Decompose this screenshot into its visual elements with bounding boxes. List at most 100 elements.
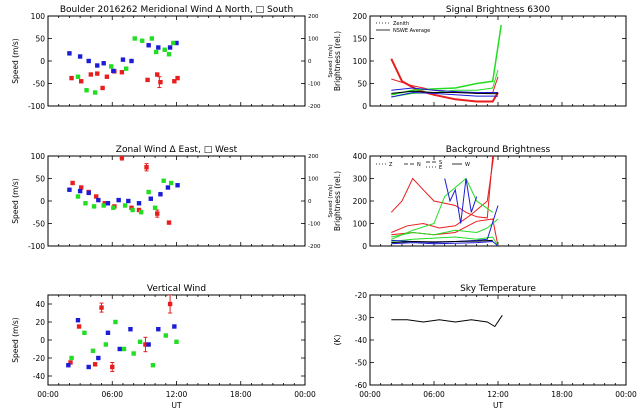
zonal-point-red xyxy=(129,205,134,210)
meridional-point-red xyxy=(145,77,150,83)
vertical-point-red xyxy=(167,301,173,307)
vertical-xtick-label: 12:00 xyxy=(166,390,188,399)
meridional-ytick-label: 0 xyxy=(40,57,45,66)
signal-ytick-label: 150 xyxy=(353,35,368,44)
meridional-point-green xyxy=(171,40,176,46)
vertical-point-red xyxy=(92,362,98,367)
zonal-point-red xyxy=(78,185,84,190)
zonal-point-green xyxy=(122,203,128,208)
meridional-point-red xyxy=(172,79,177,84)
zonal-point-blue xyxy=(165,185,171,190)
zonal-panel: Zonal Wind Δ East, □ West -100 -50 0 50 100 Sp… xyxy=(11,145,334,251)
skytemp-panel: Sky Temperature -60 -50 -40 -30 -20 (K) 00:00 06… xyxy=(333,284,637,410)
vertical-point-green xyxy=(137,339,143,344)
signal-series-blue xyxy=(391,87,498,93)
vertical-point-red xyxy=(76,324,82,329)
meridional-point-green xyxy=(123,66,129,71)
zonal-point-red xyxy=(119,156,125,160)
zonal-point-green xyxy=(161,178,166,183)
background-legend-label: E xyxy=(439,165,442,171)
skytemp-frame xyxy=(369,294,627,386)
background-plot-area xyxy=(390,156,499,246)
signal-title: Signal Brightness 6300 xyxy=(446,5,550,15)
skytemp-xtick-label: 12:00 xyxy=(487,390,509,399)
vertical-point-green xyxy=(103,342,109,347)
zonal-point-green xyxy=(138,210,144,215)
meridional-point-green xyxy=(140,38,145,43)
background-series-black xyxy=(391,239,493,244)
meridional-right-ytick-label: 0 xyxy=(308,59,312,65)
background-ytick-label: 200 xyxy=(353,197,368,206)
meridional-point-green xyxy=(84,88,89,93)
meridional-point-red xyxy=(100,85,105,91)
background-series-blue xyxy=(391,240,499,246)
meridional-point-blue xyxy=(156,45,161,50)
zonal-point-blue xyxy=(126,198,131,204)
meridional-right-ytick-label: -100 xyxy=(308,82,321,88)
zonal-point-red xyxy=(136,207,142,213)
signal-panel: Signal Brightness 6300 0 50 100 150 200 Bright… xyxy=(333,5,627,111)
meridional-point-green xyxy=(153,49,159,55)
meridional-point-blue xyxy=(146,43,151,48)
zonal-ylabel-right: Speed (m/s) xyxy=(328,184,334,217)
zonal-point-red xyxy=(102,201,107,206)
background-panel: Background Brightness 0 100 200 300 400 Bright… xyxy=(333,145,627,251)
meridional-ylabel-right: Speed (m/s) xyxy=(328,44,334,77)
vertical-point-green xyxy=(174,339,179,344)
meridional-point-blue xyxy=(129,58,134,64)
meridional-point-blue xyxy=(101,61,106,66)
meridional-point-red xyxy=(175,75,180,81)
background-ytick-label: 0 xyxy=(362,242,367,251)
background-series-green xyxy=(391,218,499,238)
vertical-xtick-label: 18:00 xyxy=(230,390,252,399)
skytemp-series-black xyxy=(391,315,503,328)
skytemp-plot-area xyxy=(391,315,503,328)
meridional-point-blue xyxy=(67,51,72,56)
zonal-point-blue xyxy=(105,201,111,206)
vertical-xtick-label: 00:00 xyxy=(37,390,59,399)
background-ytick-label: 300 xyxy=(353,175,368,184)
zonal-point-green xyxy=(83,201,88,206)
background-ytick-label: 100 xyxy=(353,220,368,229)
vertical-point-red xyxy=(68,360,73,365)
zonal-ytick-label: -100 xyxy=(28,242,45,251)
vertical-point-blue xyxy=(105,330,111,335)
meridional-point-blue xyxy=(77,54,83,59)
vertical-point-green xyxy=(69,355,74,361)
meridional-point-red xyxy=(155,72,160,77)
zonal-ytick-label: 100 xyxy=(31,152,46,161)
zonal-point-blue xyxy=(158,192,163,197)
background-series-green xyxy=(391,236,499,246)
zonal-point-red xyxy=(70,180,75,186)
meridional-point-green xyxy=(162,47,167,52)
zonal-ytick-label: -50 xyxy=(33,220,45,229)
meridional-point-red xyxy=(119,70,125,75)
meridional-panel: Boulder 2016262 Meridional Wind Δ North,… xyxy=(11,5,334,111)
vertical-xlabel: UT xyxy=(171,401,181,410)
zonal-point-blue xyxy=(136,201,142,206)
zonal-point-blue xyxy=(67,187,72,192)
vertical-point-green xyxy=(150,363,156,368)
background-legend-label: S xyxy=(439,160,442,166)
vertical-point-blue xyxy=(75,318,81,323)
zonal-right-ytick-label: -100 xyxy=(308,222,321,228)
vertical-point-blue xyxy=(156,327,161,332)
zonal-point-red xyxy=(93,194,99,199)
meridional-point-red xyxy=(78,79,84,84)
signal-series-black xyxy=(391,90,499,95)
meridional-point-green xyxy=(108,64,114,69)
zonal-right-ytick-label: -200 xyxy=(308,244,321,250)
vertical-point-red xyxy=(99,305,104,310)
vertical-point-green xyxy=(131,351,136,356)
vertical-ytick-label: -40 xyxy=(33,372,45,381)
zonal-point-red xyxy=(166,220,172,225)
vertical-point-green xyxy=(163,333,168,338)
meridional-right-ytick-label: 100 xyxy=(308,37,319,43)
zonal-ytick-label: 0 xyxy=(40,197,45,206)
meridional-point-green xyxy=(132,36,137,41)
meridional-right-ytick-label: -200 xyxy=(308,104,321,110)
zonal-point-green xyxy=(91,204,97,209)
meridional-point-red xyxy=(88,72,94,77)
skytemp-xtick-label: 00:00 xyxy=(615,390,637,399)
